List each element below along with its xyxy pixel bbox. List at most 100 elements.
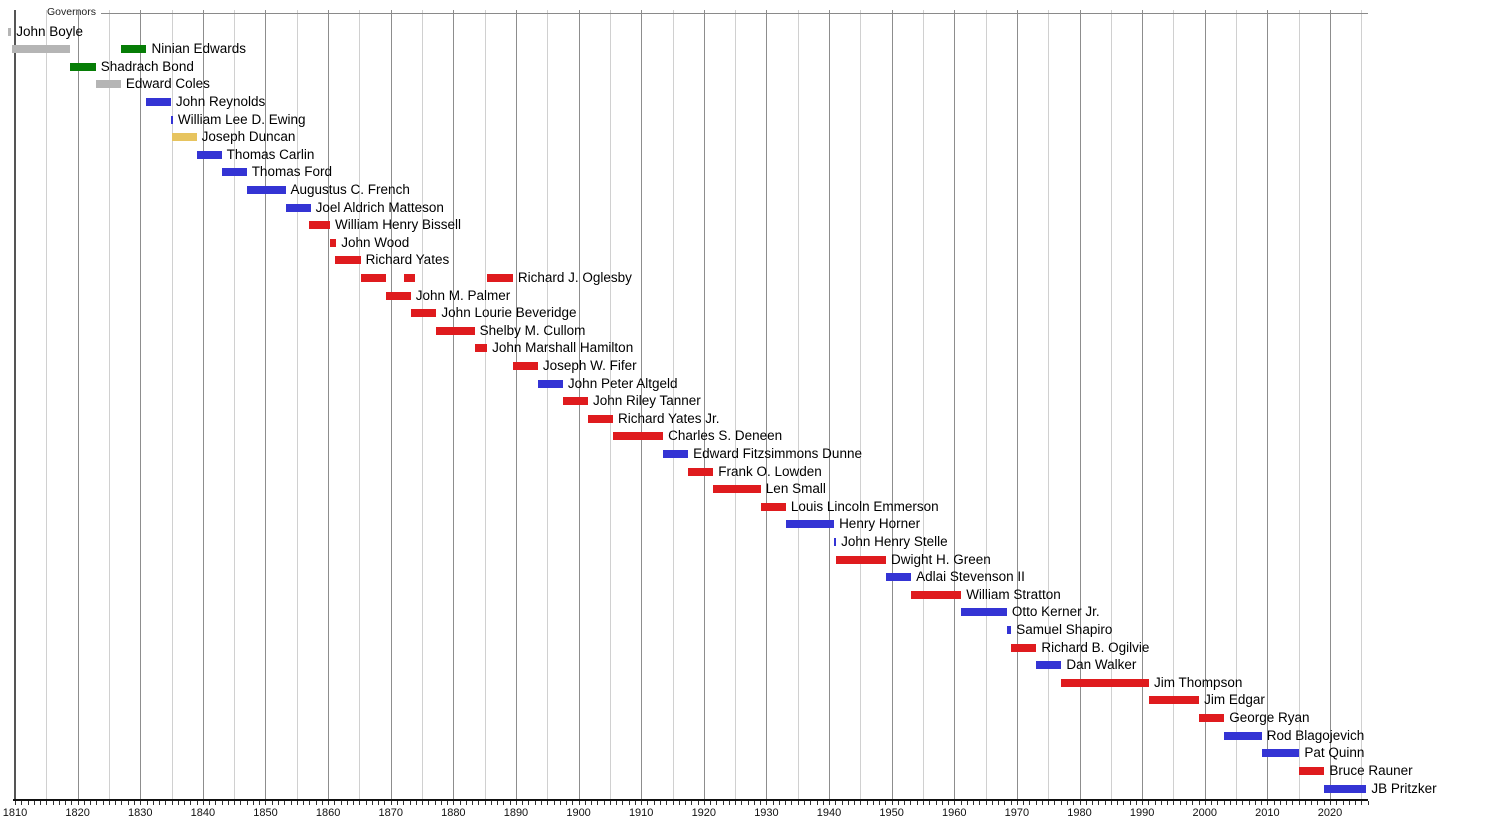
axis-tick [622, 801, 624, 805]
axis-tick [1004, 801, 1006, 805]
governor-name-label: Ninian Edwards [151, 41, 247, 57]
governor-name-label: John Reynolds [175, 93, 266, 109]
axis-tick [891, 801, 893, 805]
axis-tick [991, 801, 993, 805]
axis-tick [522, 801, 524, 805]
governor-name-label: Len Small [765, 481, 826, 497]
governor-name-label: Frank O. Lowden [718, 463, 822, 479]
axis-tick [359, 801, 361, 805]
axis-tick [829, 801, 831, 805]
axis-tick [816, 801, 818, 805]
governor-bar [487, 273, 513, 282]
axis-year-label: 1910 [628, 807, 654, 819]
axis-tick [1279, 801, 1281, 805]
axis-tick [841, 801, 843, 805]
governor-bar [334, 256, 361, 265]
axis-tick [935, 801, 937, 805]
axis-tick [747, 801, 749, 805]
axis-year-label: 1850 [253, 807, 278, 819]
governor-bar [512, 361, 538, 370]
axis-tick [716, 801, 718, 805]
governor-name-label: Richard Yates Jr. [618, 410, 720, 426]
axis-tick [390, 801, 392, 805]
gridline-major [453, 10, 455, 799]
governor-name-label: George Ryan [1229, 710, 1310, 726]
axis-tick [641, 801, 643, 805]
gridline-minor [860, 10, 862, 799]
gridline-major [1079, 10, 1081, 799]
axis-tick [1204, 801, 1206, 805]
axis-tick [190, 801, 192, 805]
axis-tick [340, 801, 342, 805]
axis-tick [1317, 801, 1319, 805]
axis-tick [1198, 801, 1200, 805]
axis-tick [897, 801, 899, 805]
axis-tick [1010, 801, 1012, 805]
governor-bar [886, 573, 912, 582]
axis-tick [1117, 801, 1119, 805]
axis-tick [196, 801, 198, 805]
gridline-major [641, 10, 643, 799]
gridline-major [1016, 10, 1018, 799]
axis-tick [1110, 801, 1112, 805]
axis-tick [603, 801, 605, 805]
axis-tick [1067, 801, 1069, 805]
axis-year-label: 2010 [1255, 807, 1280, 819]
governor-name-label: Jim Thompson [1154, 674, 1243, 690]
governor-name-label: John Henry Stelle [841, 534, 948, 550]
governor-bar [1261, 749, 1300, 758]
axis-tick [490, 801, 492, 805]
axis-tick [96, 801, 98, 805]
axis-tick [65, 801, 67, 805]
axis-tick [121, 801, 123, 805]
axis-tick [1311, 801, 1313, 805]
axis-tick [879, 801, 881, 805]
axis-tick [1023, 801, 1025, 805]
gridline-minor [359, 10, 361, 799]
gridline-major [515, 10, 517, 799]
governor-name-label: Samuel Shapiro [1016, 622, 1113, 638]
axis-tick [1104, 801, 1106, 805]
axis-tick [703, 801, 705, 805]
governor-name-label: JB Pritzker [1371, 780, 1437, 796]
axis-tick [127, 801, 129, 805]
axis-tick [835, 801, 837, 805]
governor-name-label: Dwight H. Green [891, 551, 991, 567]
axis-year-label: 1940 [816, 807, 842, 819]
governor-name-label: John Riley Tanner [592, 393, 701, 409]
axis-tick [434, 801, 436, 805]
axis-tick [659, 801, 661, 805]
governor-bar [436, 326, 475, 335]
governor-bar [663, 450, 689, 459]
axis-year-label: 1970 [1004, 807, 1030, 819]
governor-name-label: Joseph W. Fifer [542, 357, 637, 373]
governor-bar [411, 309, 437, 318]
governor-name-label: Henry Horner [839, 516, 921, 532]
axis-tick [133, 801, 135, 805]
governor-name-label: Pat Quinn [1304, 745, 1365, 761]
governor-bar [246, 185, 286, 194]
governor-bar [1006, 626, 1012, 635]
axis-tick [1367, 801, 1369, 805]
axis-tick [1304, 801, 1306, 805]
axis-year-label: 1820 [65, 807, 90, 819]
axis-tick [735, 801, 737, 805]
governor-name-label: Thomas Carlin [226, 146, 315, 162]
axis-tick [447, 801, 449, 805]
axis-tick [634, 801, 636, 805]
axis-tick [146, 801, 148, 805]
axis-tick [152, 801, 154, 805]
governor-bar [95, 80, 121, 89]
governor-name-label: John M. Palmer [415, 287, 511, 303]
governor-bar [1011, 643, 1037, 652]
axis-tick [465, 801, 467, 805]
axis-tick [371, 801, 373, 805]
axis-tick [1035, 801, 1037, 805]
axis-tick [666, 801, 668, 805]
axis-tick [528, 801, 530, 805]
axis-tick [422, 801, 424, 805]
axis-tick [328, 801, 330, 805]
governor-name-label: Richard J. Oglesby [517, 269, 632, 285]
axis-tick [1098, 801, 1100, 805]
